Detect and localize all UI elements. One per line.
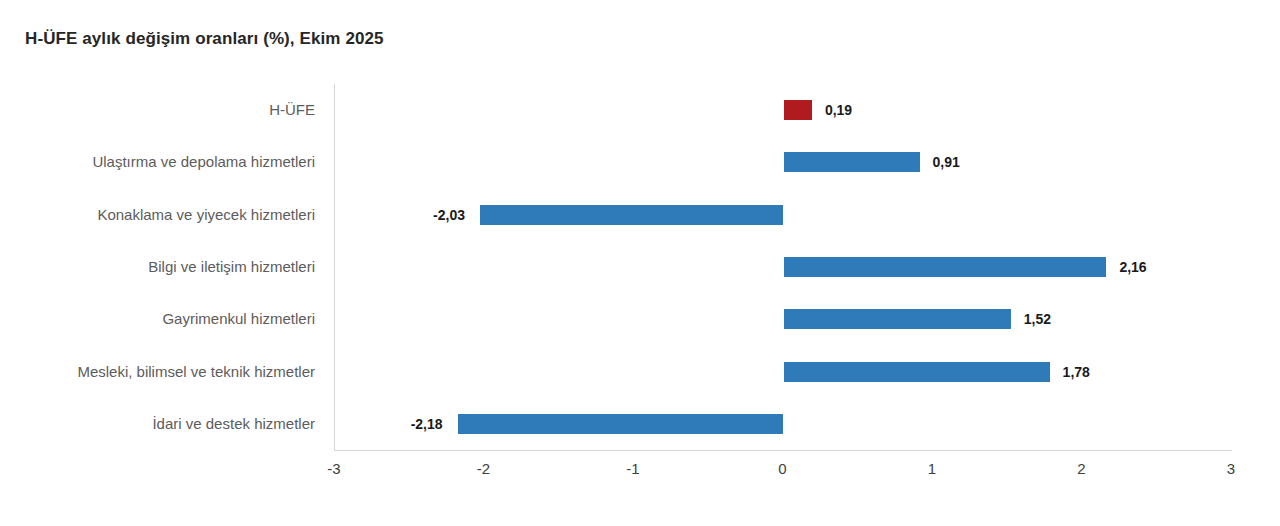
value-label: 0,19 <box>825 100 852 120</box>
value-label: -2,18 <box>411 414 443 434</box>
bar[interactable] <box>784 100 812 120</box>
category-label: Gayrimenkul hizmetleri <box>0 309 315 329</box>
bar[interactable] <box>784 257 1107 277</box>
category-label: Bilgi ve iletişim hizmetleri <box>0 257 315 277</box>
bar[interactable] <box>458 414 784 434</box>
bar[interactable] <box>480 205 783 225</box>
x-tick-label: -2 <box>477 460 490 477</box>
category-label: İdari ve destek hizmetler <box>0 414 315 434</box>
category-label: Konaklama ve yiyecek hizmetleri <box>0 205 315 225</box>
x-tick-label: -3 <box>327 460 340 477</box>
value-label: 1,52 <box>1024 309 1051 329</box>
bar[interactable] <box>784 309 1011 329</box>
category-label: H-ÜFE <box>0 100 315 120</box>
x-tick-label: 0 <box>778 460 786 477</box>
h-ufe-monthly-change-chart: H-ÜFE aylık değişim oranları (%), Ekim 2… <box>0 0 1280 526</box>
plot-area <box>334 84 1232 451</box>
x-tick-label: -1 <box>626 460 639 477</box>
value-label: 0,91 <box>933 152 960 172</box>
x-tick-label: 1 <box>928 460 936 477</box>
value-label: 2,16 <box>1119 257 1146 277</box>
x-tick-label: 2 <box>1077 460 1085 477</box>
bar[interactable] <box>784 362 1050 382</box>
bar[interactable] <box>784 152 920 172</box>
value-label: -2,03 <box>433 205 465 225</box>
chart-title: H-ÜFE aylık değişim oranları (%), Ekim 2… <box>25 29 384 49</box>
x-tick-label: 3 <box>1227 460 1235 477</box>
category-label: Mesleki, bilimsel ve teknik hizmetler <box>0 362 315 382</box>
category-label: Ulaştırma ve depolama hizmetleri <box>0 152 315 172</box>
value-label: 1,78 <box>1063 362 1090 382</box>
